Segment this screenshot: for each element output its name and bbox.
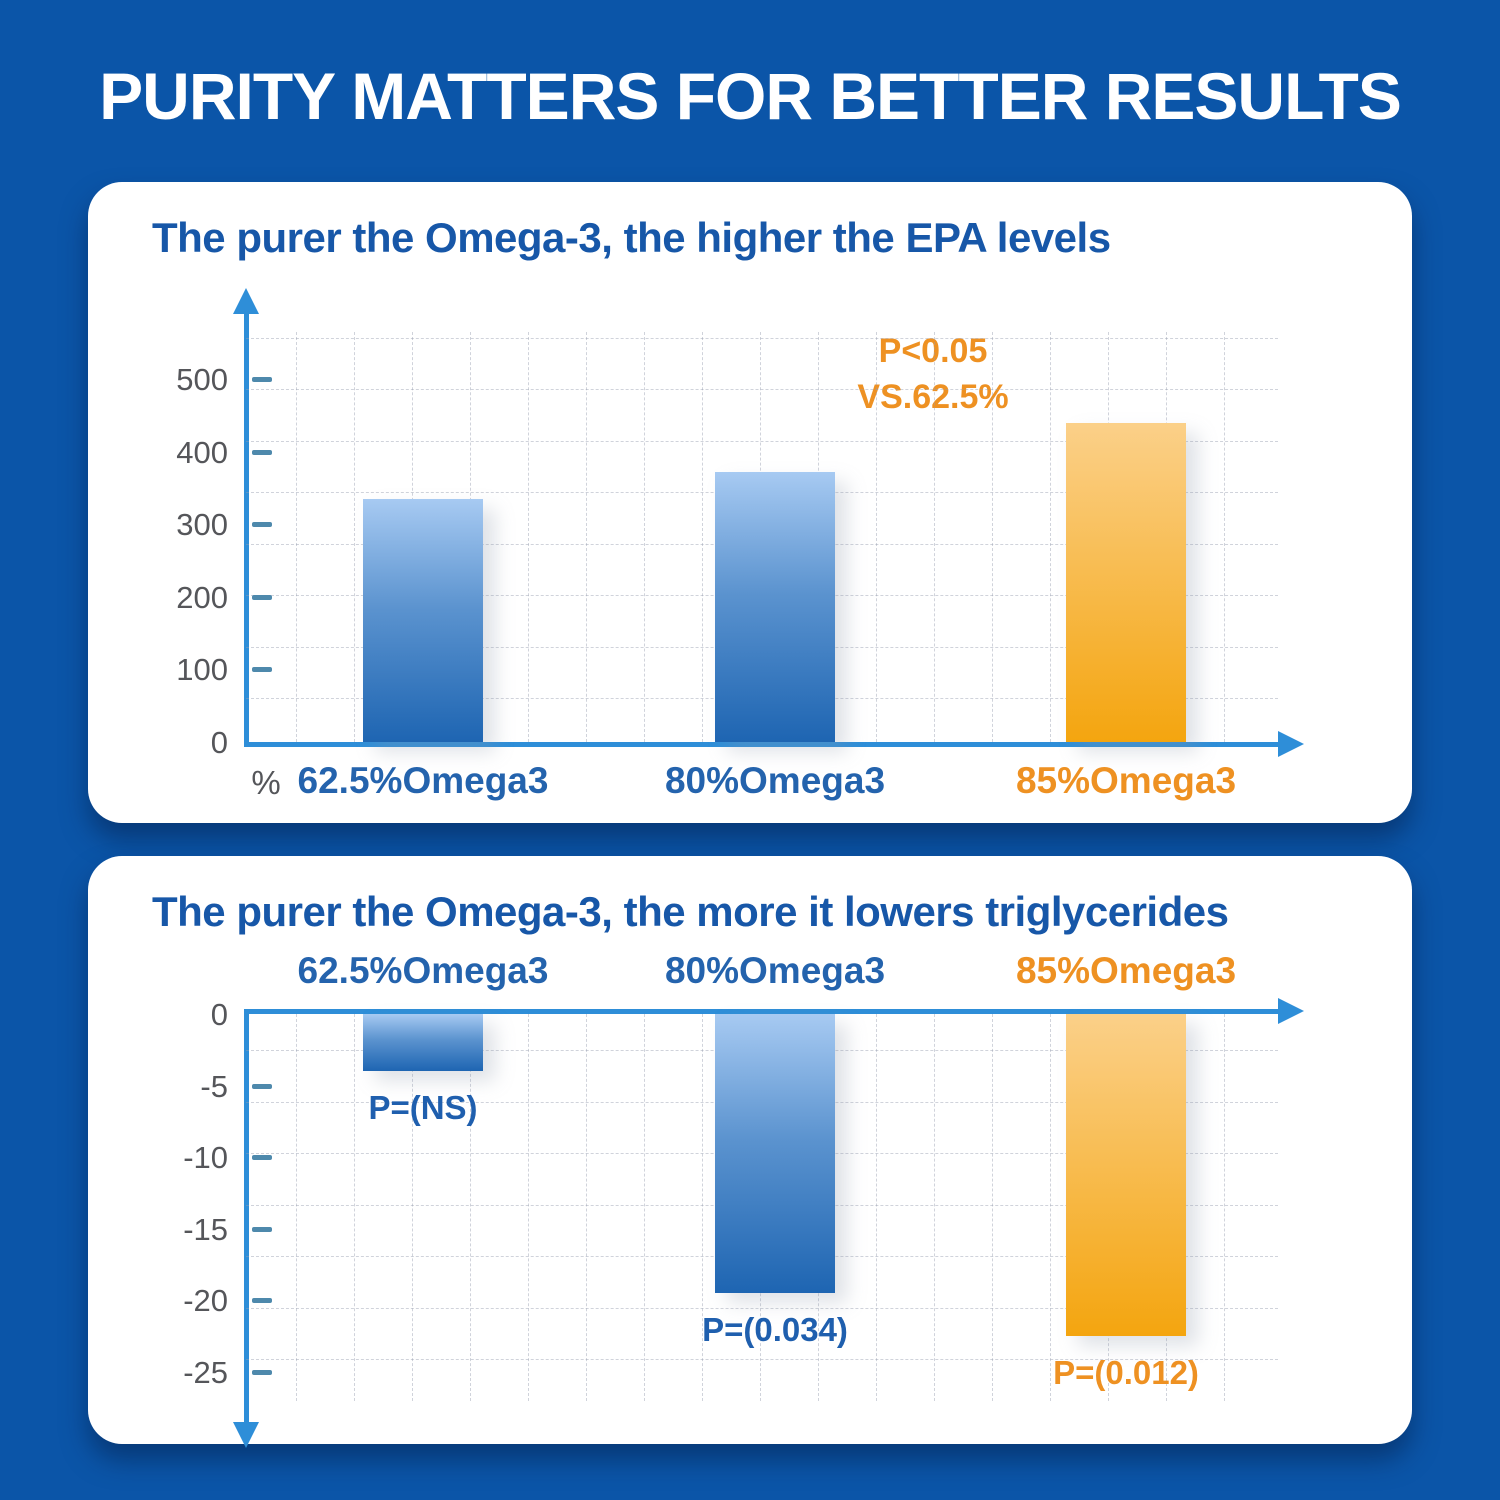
grid-line [296, 1014, 297, 1401]
epa-chart-title: The purer the Omega-3, the higher the EP… [152, 214, 1111, 261]
grid-line [876, 1014, 877, 1401]
y-tick-mark [252, 1083, 272, 1089]
y-tick-mark [252, 594, 272, 600]
triglycerides-chart-card: The purer the Omega-3, the more it lower… [88, 856, 1412, 1448]
bar-value-label: P=(NS) [368, 1089, 478, 1127]
x-axis-line [244, 742, 1278, 747]
bar-80%Omega3 [715, 1014, 835, 1294]
x-axis-arrow-icon [1278, 998, 1304, 1024]
page-title: PURITY MATTERS FOR BETTER RESULTS [99, 59, 1402, 133]
grid-line [1224, 332, 1225, 742]
y-tick-mark [252, 667, 272, 673]
grid-line [876, 332, 877, 742]
bar-85%Omega3 [1066, 1014, 1186, 1337]
epa-chart-card: The purer the Omega-3, the higher the EP… [88, 182, 1412, 823]
y-tick-mark [252, 1370, 272, 1375]
y-axis-arrow-icon [233, 1422, 259, 1448]
triglycerides-chart-plot: 0 -5 -10 -15 -20 -25 P=(NS) P=(0.034) P=(0.012) 6… [88, 856, 1412, 1448]
grid-line [992, 1014, 993, 1401]
x-axis-arrow-icon [1278, 731, 1304, 757]
grid-line [992, 332, 993, 742]
grid-line [586, 332, 587, 742]
category-label: 85%Omega3 [1015, 760, 1237, 801]
grid-line [246, 440, 1278, 442]
y-tick-label: -15 [183, 1211, 228, 1247]
bar-62.5%Omega3 [363, 1014, 483, 1072]
epa-chart-plot: % P<0.05 VS.62.5% 500 400 300 200 100 0 62.5%O… [88, 182, 1412, 823]
bar-value-label: P=(0.034) [702, 1311, 848, 1349]
y-tick-mark [252, 449, 272, 455]
bar-value-label: P=(0.012) [1053, 1354, 1199, 1392]
grid-line [412, 1014, 413, 1401]
grid-line [934, 332, 935, 742]
grid-line [246, 1359, 1278, 1360]
y-axis-line [244, 1009, 249, 1426]
grid-line [528, 332, 529, 742]
grid-line [246, 1307, 1278, 1309]
grid-line [1050, 332, 1051, 742]
grid-line [702, 1014, 703, 1401]
y-tick-label: 300 [176, 507, 228, 543]
annotation-line-2: VS.62.5% [857, 378, 1009, 416]
unit-label: % [251, 764, 281, 801]
category-label: 80%Omega3 [664, 950, 886, 991]
grid-line [296, 332, 297, 742]
y-tick-mark [252, 1155, 272, 1161]
grid-line [1224, 1014, 1225, 1401]
significance-annotation: P<0.05 VS.62.5% [733, 328, 1133, 420]
bar-85%Omega3 [1066, 422, 1186, 742]
y-tick-label: -10 [183, 1140, 228, 1176]
y-tick-label: 400 [176, 434, 228, 470]
grid-line [702, 332, 703, 742]
category-label: 80%Omega3 [664, 760, 886, 801]
grid-line [644, 1014, 645, 1401]
category-label: 62.5%Omega3 [297, 760, 549, 801]
x-axis-line [244, 1009, 1278, 1014]
y-tick-label: -25 [183, 1355, 228, 1390]
grid-line [644, 332, 645, 742]
category-label: 62.5%Omega3 [297, 950, 549, 991]
y-tick-label: 200 [176, 579, 228, 615]
bar-62.5%Omega3 [363, 498, 483, 742]
triglycerides-chart-title: The purer the Omega-3, the more it lower… [152, 888, 1229, 935]
y-tick-mark [252, 1226, 272, 1232]
y-tick-label: 0 [210, 725, 228, 760]
grid-line [354, 1014, 355, 1401]
grid-line [934, 1014, 935, 1401]
grid-line [528, 1014, 529, 1401]
y-tick-label: 100 [176, 652, 228, 688]
y-tick-mark [252, 522, 272, 528]
y-tick-label: -20 [183, 1283, 228, 1319]
annotation-line-1: P<0.05 [878, 332, 988, 370]
y-axis-line [244, 312, 249, 747]
y-tick-mark [252, 377, 272, 382]
grid-line [246, 389, 1278, 390]
bar-80%Omega3 [715, 471, 835, 742]
grid-line [586, 1014, 587, 1401]
y-axis-arrow-icon [233, 288, 259, 314]
y-tick-label: -5 [200, 1068, 228, 1104]
category-label: 85%Omega3 [1015, 950, 1237, 991]
y-tick-label: 0 [210, 997, 228, 1032]
grid-line [470, 1014, 471, 1401]
y-tick-mark [252, 1298, 272, 1304]
y-tick-label: 500 [176, 362, 228, 397]
grid-line [1050, 1014, 1051, 1401]
grid-line [246, 337, 1278, 339]
grid-line [354, 332, 355, 742]
